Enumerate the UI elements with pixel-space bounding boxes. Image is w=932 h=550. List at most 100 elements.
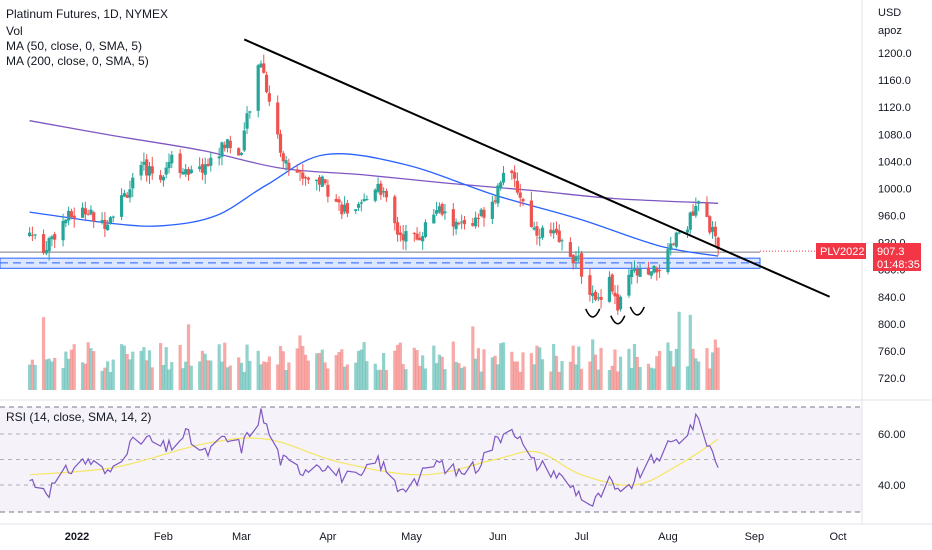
volume-bar	[549, 371, 553, 390]
candle-body	[47, 238, 51, 252]
candle-body	[354, 209, 358, 212]
candle-body	[295, 169, 299, 173]
candle-body	[359, 202, 363, 204]
volume-bar	[496, 364, 500, 390]
volume-bar	[164, 347, 168, 390]
volume-bar	[41, 317, 46, 390]
candle-body	[167, 161, 171, 169]
candle-body	[382, 191, 386, 193]
volume-bar	[167, 369, 171, 390]
candle-body	[432, 214, 436, 224]
candle-body	[44, 250, 48, 254]
volume-bar	[666, 342, 670, 390]
time-tick-label: 2022	[65, 531, 89, 543]
time-tick-label: Mar	[232, 531, 251, 543]
candle-body	[122, 193, 126, 197]
candle-body	[284, 160, 288, 164]
volume-bar	[532, 364, 536, 390]
volume-bar	[577, 346, 581, 390]
volume-bar	[301, 345, 305, 390]
scale-mode-label[interactable]: apoz	[878, 25, 902, 37]
volume-bar	[170, 362, 174, 390]
volume-bar	[340, 349, 344, 390]
volume-bar	[571, 345, 575, 390]
candle-body	[365, 199, 369, 201]
volume-bar	[237, 357, 241, 390]
candle-body	[298, 171, 302, 173]
volume-bar	[579, 368, 584, 390]
volume-bar	[518, 371, 522, 390]
candle-body	[460, 221, 464, 223]
volume-bar	[203, 353, 207, 390]
volume-bar	[317, 352, 322, 390]
volume-bar	[44, 359, 48, 390]
candle-body	[111, 216, 115, 218]
price-tick-label: 1000.0	[878, 183, 912, 195]
rsi-ma-line	[29, 437, 719, 486]
volume-bar	[276, 364, 280, 390]
volume-bar	[540, 359, 545, 390]
candle-body	[638, 268, 642, 277]
volume-bar	[161, 365, 166, 390]
volume-bar	[691, 348, 695, 390]
volume-bar	[106, 361, 110, 390]
candle-body	[577, 255, 581, 257]
price-tick-label: 960.0	[878, 211, 906, 223]
last-price: 907.3	[877, 246, 905, 258]
volume-bar	[462, 366, 467, 390]
candle-body	[646, 267, 651, 275]
candle-body	[532, 227, 536, 230]
volume-bar	[482, 349, 486, 390]
volume-bar	[638, 366, 642, 390]
candle-body	[198, 166, 202, 170]
candle-body	[184, 169, 188, 175]
candle-body	[691, 211, 695, 216]
candle-body	[657, 270, 662, 272]
candle-body	[552, 230, 556, 234]
candle-body	[708, 216, 712, 233]
candle-body	[401, 234, 405, 241]
candle-body	[688, 212, 692, 230]
volume-bar	[72, 344, 76, 390]
candle-body	[178, 153, 182, 173]
candle-body	[610, 274, 614, 292]
rounded-bottom-mark-2	[610, 315, 626, 325]
volume-bar	[655, 356, 659, 390]
volume-bar	[552, 343, 556, 390]
candle-body	[103, 219, 107, 229]
volume-bar	[535, 345, 539, 390]
candle-body	[142, 161, 146, 165]
volume-bar	[228, 365, 232, 390]
candle-body	[451, 209, 455, 227]
volume-bar	[139, 350, 143, 390]
candle-body	[616, 294, 620, 311]
candle-body	[317, 177, 322, 185]
candle-body	[379, 183, 383, 195]
volume-bar	[671, 366, 676, 390]
candle-body	[493, 200, 497, 202]
rsi-pane-background	[0, 407, 862, 512]
candle-body	[64, 219, 68, 224]
candle-body	[131, 177, 135, 189]
candle-body	[217, 156, 221, 159]
volume-bar	[80, 362, 85, 390]
volume-bar	[181, 368, 185, 390]
volume-bar	[223, 342, 227, 390]
volume-bar	[513, 361, 517, 390]
candle-body	[412, 233, 416, 235]
volume-bar	[677, 311, 681, 390]
volume-bar	[630, 367, 634, 390]
candle-body	[301, 172, 305, 179]
volume-bar	[178, 344, 182, 390]
candle-body	[474, 217, 478, 227]
volume-bar	[557, 371, 561, 390]
candle-body	[510, 170, 514, 174]
candle-body	[264, 74, 269, 93]
volume-bar	[326, 368, 330, 390]
volume-bar	[225, 367, 230, 390]
candle-body	[83, 208, 87, 215]
candle-body	[209, 157, 213, 166]
time-tick-label: Jun	[489, 531, 507, 543]
candle-body	[635, 268, 639, 276]
